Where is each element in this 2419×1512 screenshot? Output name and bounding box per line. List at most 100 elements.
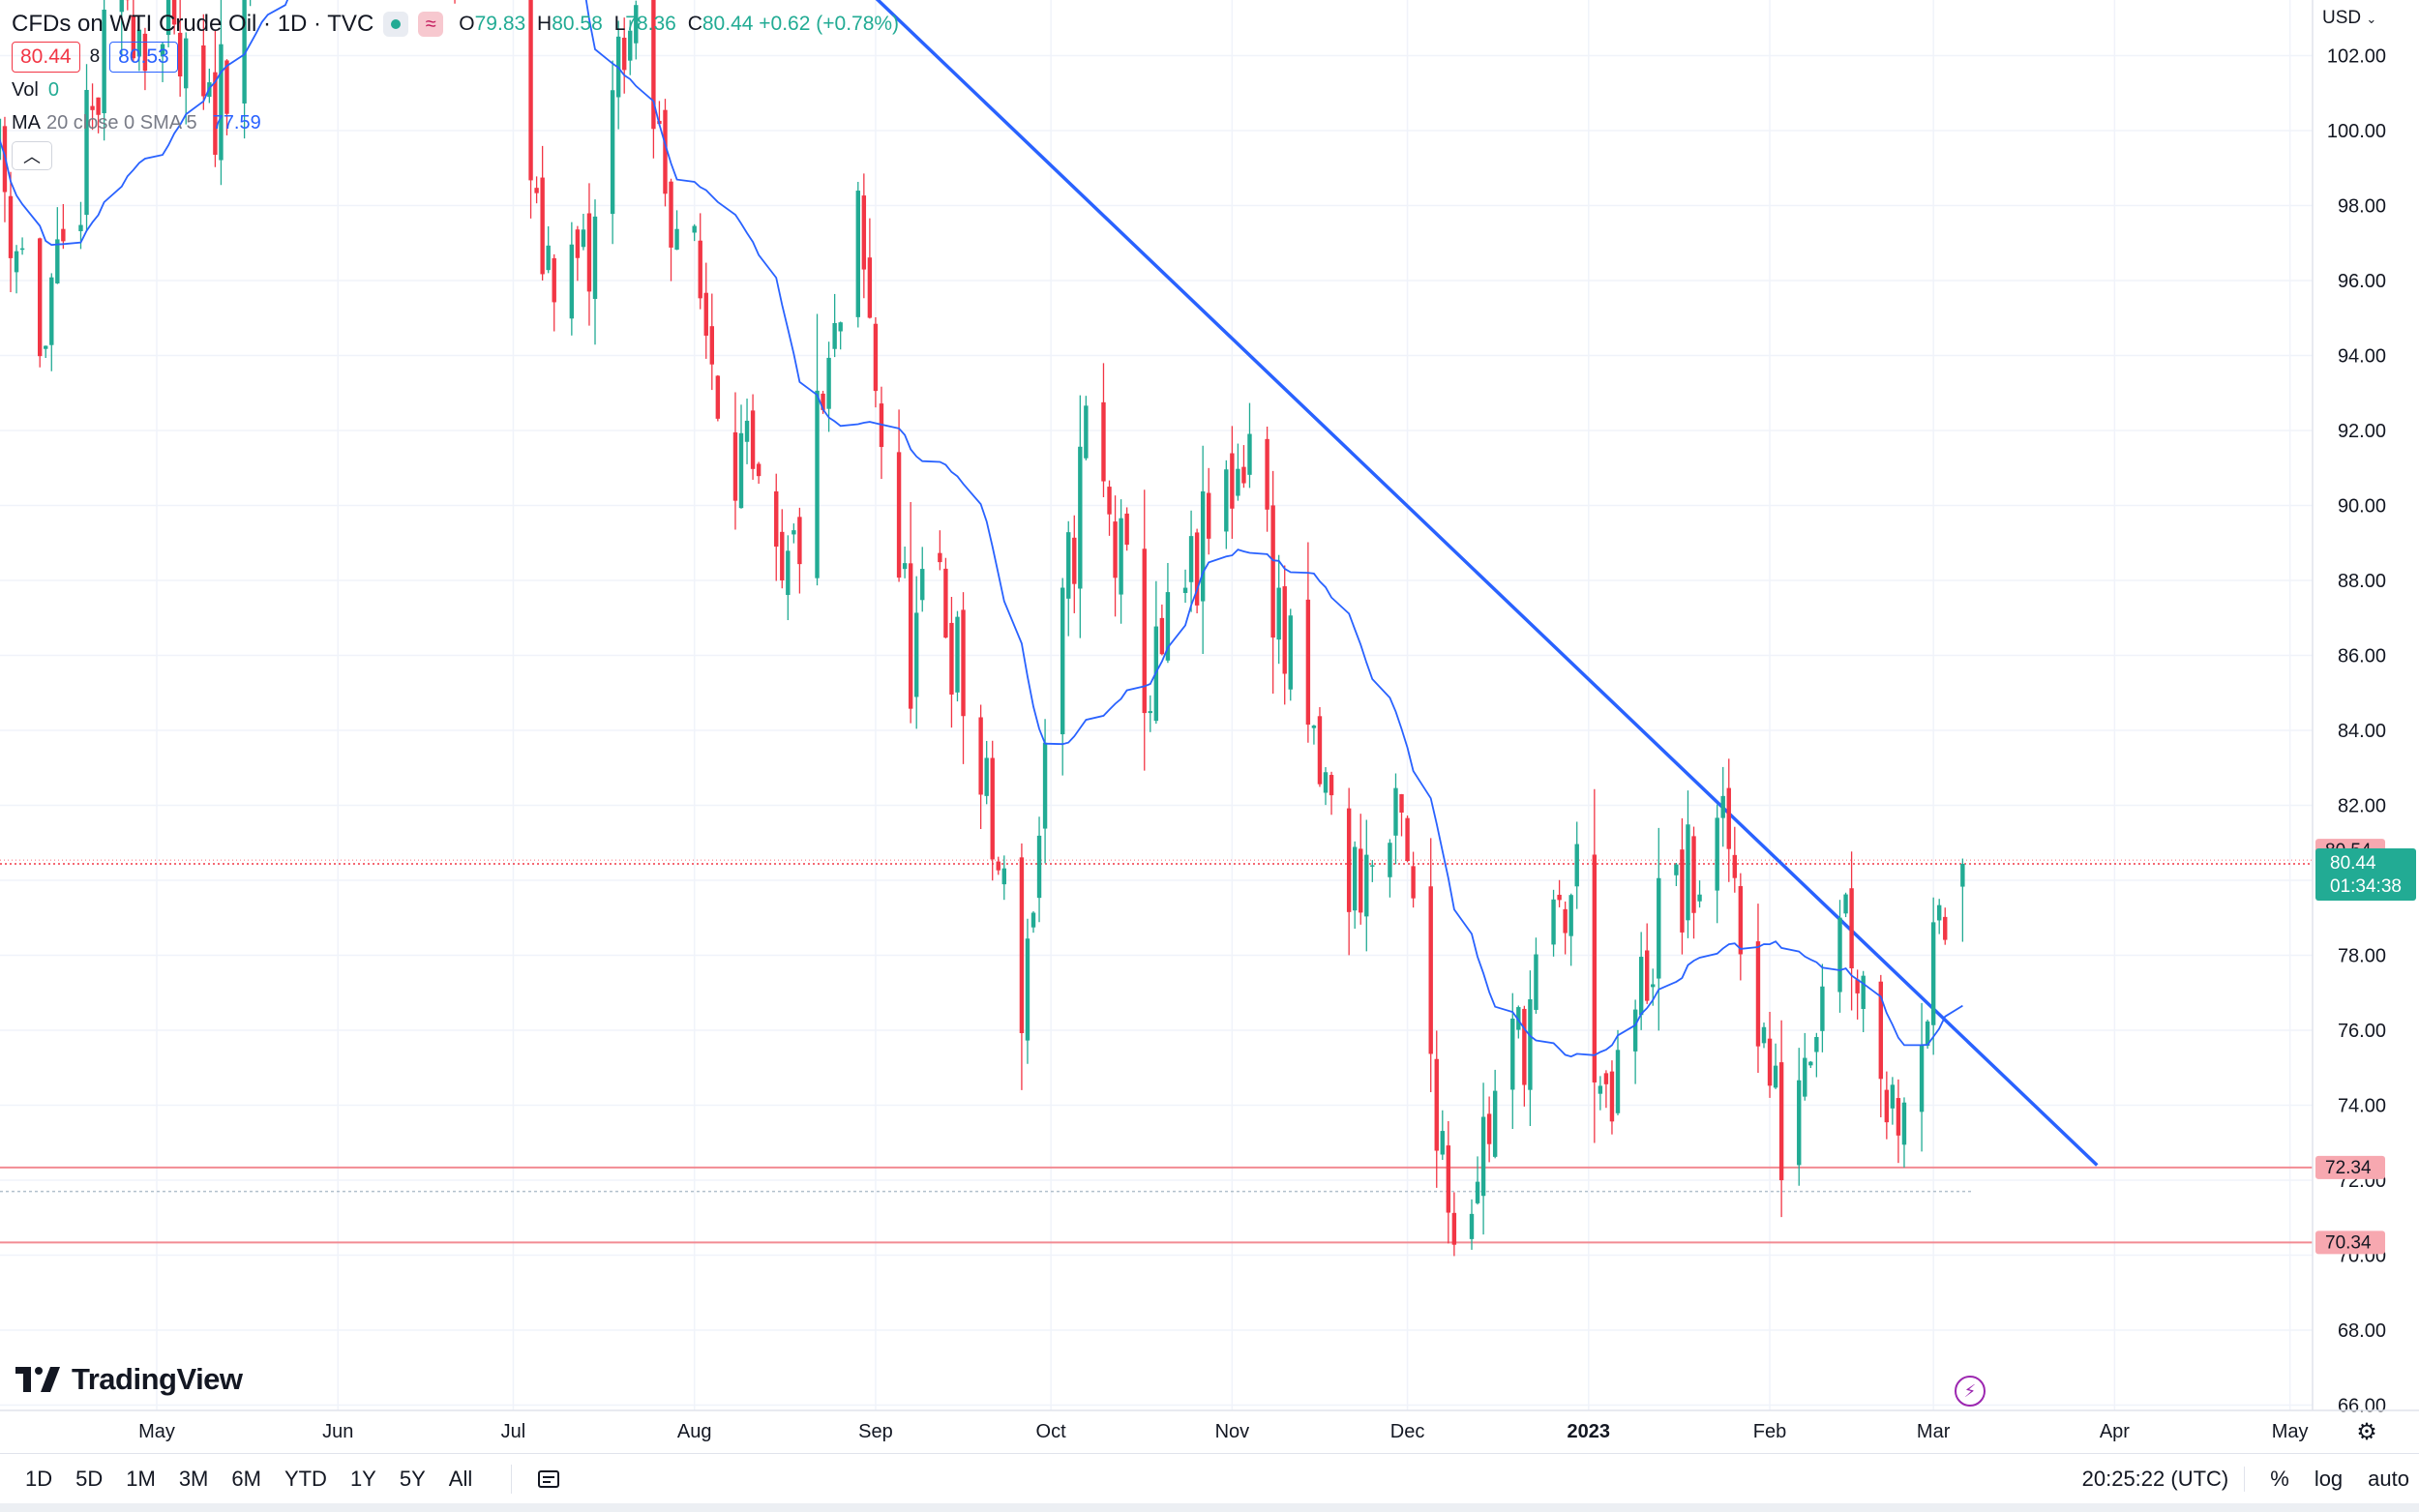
timeframe-button-3m[interactable]: 3M [178, 1467, 209, 1491]
sell-price-button[interactable]: 80.44 [12, 42, 80, 73]
candle-body [1142, 548, 1147, 714]
candle-body [102, 9, 106, 114]
candle-body [1148, 711, 1152, 714]
tradingview-logo[interactable]: TradingView [15, 1362, 243, 1397]
price-chart[interactable]: 66.0068.0070.0072.0074.0076.0078.0080.00… [0, 0, 2419, 1453]
candle-body [709, 326, 714, 365]
candle-body [1084, 405, 1089, 459]
candle-body [996, 861, 1000, 871]
chart-legend: CFDs on WTI Crude Oil · 1D · TVC ≈ O79.8… [12, 8, 899, 172]
timeframe-button-5y[interactable]: 5Y [399, 1467, 426, 1491]
candle-body [920, 569, 925, 601]
candle-body [838, 322, 843, 332]
candle-body [949, 622, 954, 695]
y-tick-label: 66.00 [2338, 1396, 2386, 1417]
candle-body [815, 390, 820, 578]
candle-body [1651, 984, 1656, 988]
candle-body [738, 432, 744, 509]
ma-label[interactable]: MA [12, 111, 41, 133]
timeframe-button-1m[interactable]: 1M [126, 1467, 156, 1491]
candle-body [1451, 1212, 1457, 1245]
candle-body [674, 228, 679, 251]
candle-body [1370, 865, 1375, 867]
candle-body [1522, 1008, 1527, 1085]
candle-body [1241, 466, 1246, 484]
ma-params: 20 close 0 SMA 5 [46, 111, 197, 133]
open-value: 79.83 [474, 13, 526, 35]
y-tick-label: 78.00 [2338, 946, 2386, 967]
x-tick-label: Feb [1753, 1421, 1786, 1442]
candle-body [1767, 1038, 1773, 1086]
candle-body [552, 257, 556, 303]
candle-body [955, 616, 960, 693]
timeframe-button-1d[interactable]: 1D [25, 1467, 53, 1491]
candle-body [1042, 742, 1048, 829]
percent-toggle[interactable]: % [2270, 1467, 2289, 1491]
y-tick-label: 100.00 [2327, 121, 2386, 142]
market-status-icon[interactable] [383, 12, 409, 37]
candle-body [1119, 518, 1123, 595]
horizontal-levels [0, 859, 2313, 1244]
bolt-icon[interactable]: ⚡ [1955, 1376, 1986, 1407]
candle-body [1761, 1026, 1767, 1044]
buy-price-button[interactable]: 80.53 [109, 42, 178, 73]
timeframe-button-6m[interactable]: 6M [231, 1467, 261, 1491]
candle-body [867, 257, 873, 318]
data-problem-icon[interactable]: ≈ [418, 12, 444, 37]
collapse-legend-button[interactable]: ︿ [12, 141, 52, 170]
candle-body [1188, 536, 1194, 582]
x-tick-label: Apr [2100, 1421, 2130, 1442]
timeframe-button-1y[interactable]: 1Y [349, 1467, 376, 1491]
candle-body [855, 191, 860, 317]
candle-body [1937, 904, 1942, 921]
candle-body [1230, 453, 1235, 509]
utc-clock[interactable]: 20:25:22 (UTC) [2082, 1467, 2246, 1492]
spread-value: 8 [89, 46, 101, 67]
candle-body [1036, 835, 1042, 899]
x-tick-label: Sep [858, 1421, 893, 1442]
candle-body [1691, 836, 1696, 913]
candle-body [1568, 895, 1573, 936]
candle-body [1072, 537, 1077, 584]
date-range-button[interactable] [511, 1465, 562, 1494]
candle-body [1353, 846, 1358, 911]
candle-body [750, 410, 756, 469]
ma-line [0, 0, 1963, 1058]
candle-body [1434, 1058, 1439, 1151]
log-toggle[interactable]: log [2314, 1467, 2344, 1491]
candle-body [534, 188, 539, 193]
currency-selector[interactable]: USD ⌄ [2322, 8, 2376, 29]
candle-body [791, 530, 796, 535]
candle-body [1001, 868, 1006, 885]
candle-body [1194, 532, 1200, 606]
symbol-title[interactable]: CFDs on WTI Crude Oil · 1D · TVC [12, 11, 374, 37]
x-tick-label: May [138, 1421, 175, 1442]
candle-body [1528, 998, 1533, 1090]
candle-body [1843, 894, 1848, 914]
candle-body [902, 563, 908, 570]
candle-body [908, 563, 913, 709]
candle-body [1486, 1113, 1492, 1144]
candle-body [38, 238, 43, 357]
calendar-range-icon [538, 1470, 560, 1488]
volume-label[interactable]: Vol [12, 78, 39, 101]
candle-body [1726, 787, 1731, 849]
ma-value: 77.59 [212, 111, 261, 133]
timeframe-button-5d[interactable]: 5D [75, 1467, 104, 1491]
candle-body [528, 0, 533, 181]
timeframe-button-ytd[interactable]: YTD [284, 1467, 327, 1491]
candle-body [896, 452, 902, 578]
price-tag-value: 70.34 [2325, 1232, 2372, 1253]
timeframe-button-all[interactable]: All [448, 1467, 473, 1491]
change-value: +0.62 (+0.78%) [759, 13, 900, 35]
candle-body [610, 90, 615, 215]
candle-body [1557, 894, 1562, 901]
candle-body [961, 609, 966, 717]
auto-toggle[interactable]: auto [2368, 1467, 2409, 1491]
candle-body [1943, 916, 1948, 940]
bottom-toolbar: 1D 5D 1M 3M 6M YTD 1Y 5Y All 20:25:22 (UTC) % lo… [0, 1453, 2419, 1504]
candle-body [1276, 587, 1281, 640]
candle-body [1930, 922, 1936, 1025]
y-tick-label: 102.00 [2327, 46, 2386, 68]
candle-body [78, 224, 83, 231]
